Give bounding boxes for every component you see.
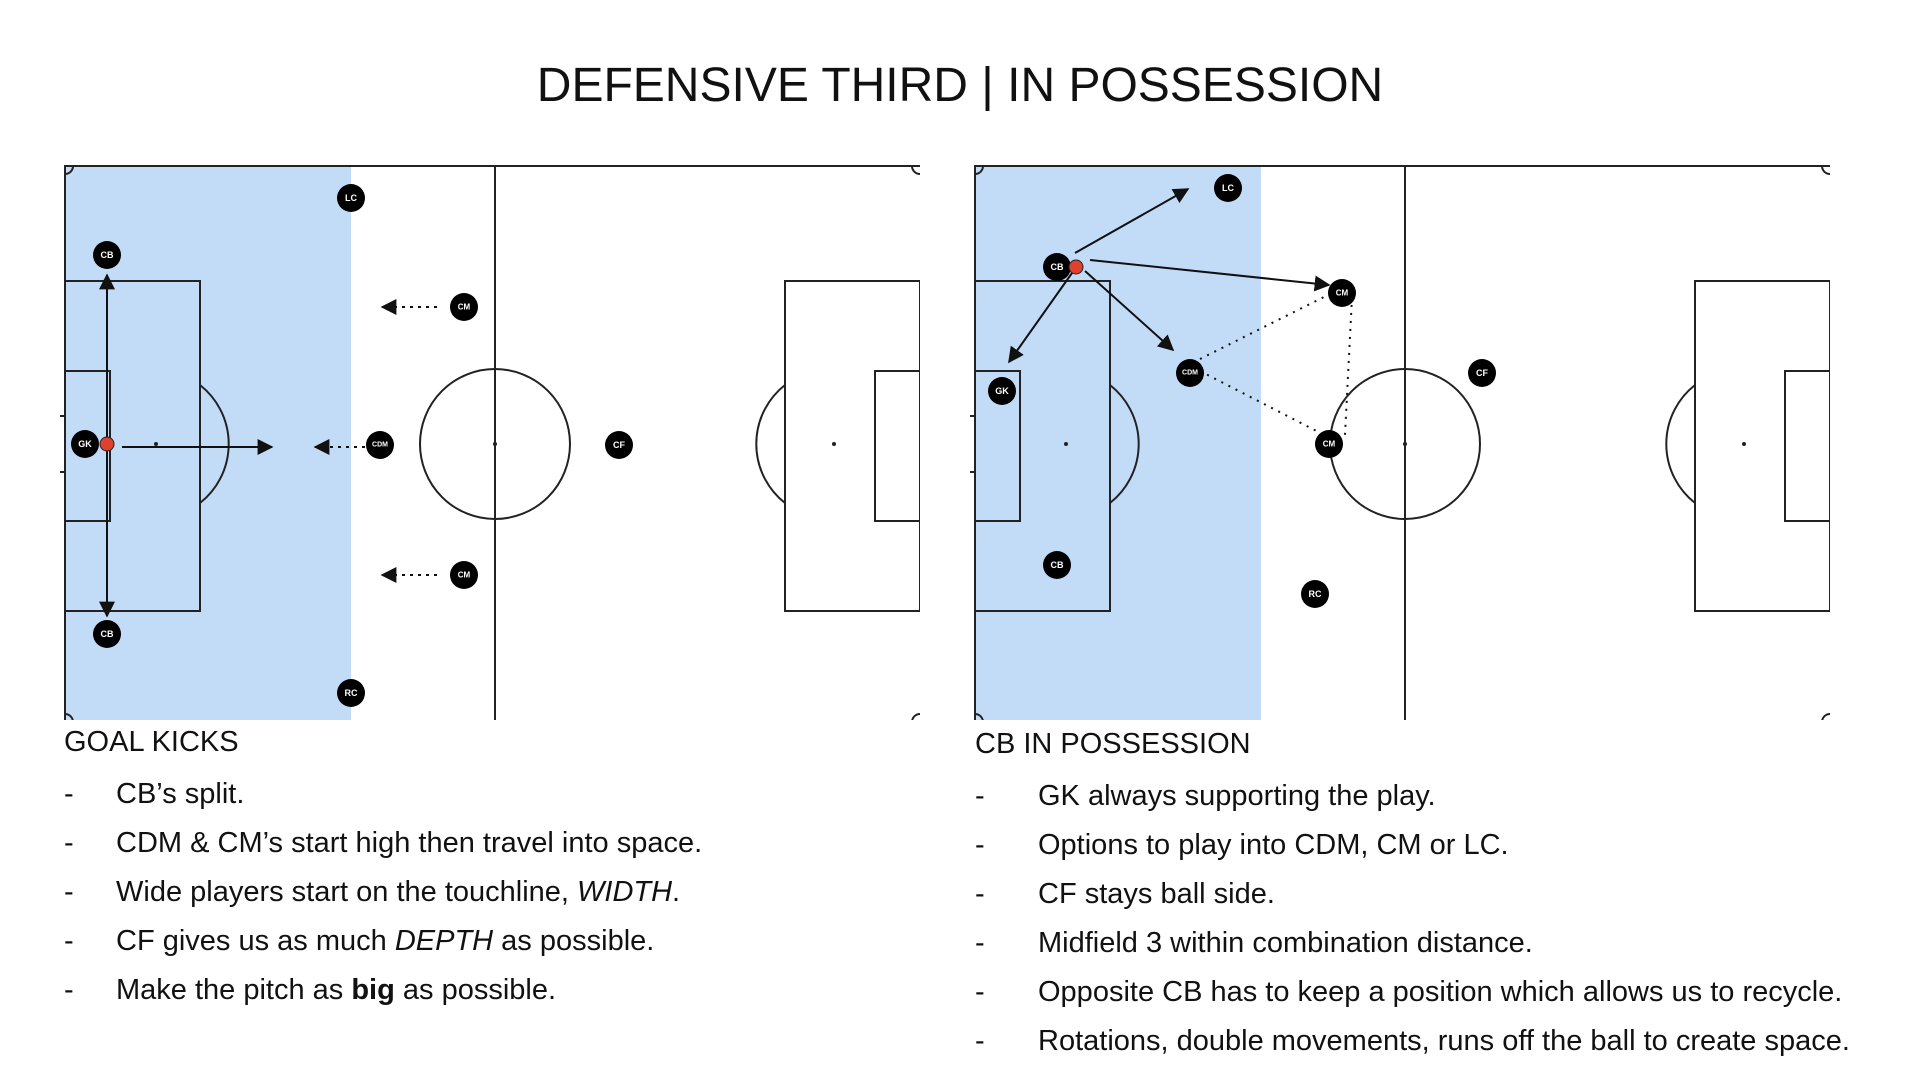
note-text: as possible.: [394, 974, 557, 1006]
player-cb-top: CB: [93, 241, 121, 269]
note-text: GK always supporting the play.: [1038, 780, 1436, 812]
player-cb-top: CB: [1043, 253, 1071, 281]
player-cb-bottom: CB: [93, 620, 121, 648]
cb-in-possession-notes: - GK always supporting the play. - Options …: [975, 772, 1850, 1066]
svg-text:CF: CF: [1476, 368, 1488, 378]
bullet-dash: -: [64, 876, 74, 908]
player-cm-top: CM: [1328, 279, 1356, 307]
note-item: - CB’s split.: [64, 770, 702, 819]
midfield-link-cdm-cm2: [1199, 370, 1333, 440]
player-rc: RC: [1301, 580, 1329, 608]
note-text: CB’s split.: [116, 778, 245, 810]
svg-text:GK: GK: [995, 386, 1009, 396]
svg-text:CM: CM: [458, 571, 471, 580]
pass-option-gk: [1008, 272, 1073, 364]
player-gk: GK: [71, 430, 99, 458]
note-item: - GK always supporting the play.: [975, 772, 1850, 821]
player-lc: LC: [337, 184, 365, 212]
player-cdm: CDM: [1176, 359, 1204, 387]
note-item: - CDM & CM’s start high then travel into …: [64, 819, 702, 868]
slide-title: DEFENSIVE THIRD | IN POSSESSION: [536, 59, 1384, 112]
player-cm-bottom: CM: [1315, 430, 1343, 458]
note-text: big: [351, 974, 395, 1006]
svg-text:CM: CM: [1323, 440, 1336, 449]
player-cf: CF: [1468, 359, 1496, 387]
bullet-dash: -: [975, 976, 985, 1008]
goal-kicks-heading: GOAL KICKS: [64, 726, 239, 758]
pass-option-cm: [1089, 259, 1331, 292]
note-item: - Options to play into CDM, CM or LC.: [975, 821, 1850, 870]
player-cf: CF: [605, 431, 633, 459]
bullet-dash: -: [64, 827, 74, 859]
svg-text:CF: CF: [613, 440, 625, 450]
goal-kicks-notes: - CB’s split. - CDM & CM’s start high then …: [64, 770, 702, 1015]
pitch-markings: [60, 165, 920, 720]
note-text: Make the pitch as: [116, 974, 352, 1006]
cb-in-possession-heading: CB IN POSSESSION: [975, 728, 1251, 760]
note-item: - Rotations, double movements, runs off t…: [975, 1017, 1850, 1066]
svg-text:CB: CB: [101, 629, 114, 639]
note-text: WIDTH: [577, 876, 673, 908]
svg-text:LC: LC: [345, 193, 357, 203]
player-cm-bottom: CM: [450, 561, 478, 589]
ball: [99, 436, 115, 452]
note-text: Options to play into CDM, CM or LC.: [1038, 829, 1509, 861]
note-item: - CF gives us as much DEPTH as possible.: [64, 917, 702, 966]
pass-option-lc: [1074, 188, 1190, 254]
note-text: Midfield 3 within combination distance.: [1038, 927, 1533, 959]
defensive-third-zone: [975, 166, 1261, 720]
bullet-dash: -: [64, 778, 74, 810]
player-lc: LC: [1214, 174, 1242, 202]
player-cdm: CDM: [366, 431, 394, 459]
note-text: DEPTH: [394, 925, 494, 957]
note-item: - Make the pitch as big as possible.: [64, 966, 702, 1015]
svg-text:CDM: CDM: [372, 442, 388, 449]
note-text: Opposite CB has to keep a position which…: [1038, 976, 1843, 1008]
player-cm-top: CM: [450, 293, 478, 321]
note-item: - Opposite CB has to keep a position whic…: [975, 968, 1850, 1017]
svg-text:CB: CB: [101, 250, 114, 260]
note-text: Rotations, double movements, runs off th…: [1038, 1025, 1850, 1057]
svg-text:CM: CM: [458, 303, 471, 312]
bullet-dash: -: [975, 878, 985, 910]
bullet-dash: -: [975, 780, 985, 812]
note-text: CF stays ball side.: [1038, 878, 1275, 910]
bullet-dash: -: [975, 927, 985, 959]
player-rc: RC: [337, 679, 365, 707]
svg-text:RC: RC: [1309, 589, 1322, 599]
bullet-dash: -: [64, 974, 74, 1006]
note-item: - Midfield 3 within combination distance.: [975, 919, 1850, 968]
note-text: Wide players start on the touchline,: [116, 876, 578, 908]
svg-text:CDM: CDM: [1182, 370, 1198, 377]
pass-option-cdm: [1084, 270, 1175, 352]
svg-text:LC: LC: [1222, 183, 1234, 193]
player-cb-bottom: CB: [1043, 551, 1071, 579]
note-text: CF gives us as much: [116, 925, 395, 957]
player-gk: GK: [988, 377, 1016, 405]
goal-kicks-pitch-diagram: LC CB CM GK CDM CF CM CB RC: [60, 165, 920, 720]
midfield-link-cm-cm: [1344, 296, 1353, 436]
svg-text:CM: CM: [1336, 289, 1349, 298]
svg-text:CB: CB: [1051, 560, 1064, 570]
bullet-dash: -: [975, 829, 985, 861]
ball: [1068, 259, 1084, 275]
bullet-dash: -: [975, 1025, 985, 1057]
svg-text:RC: RC: [345, 688, 358, 698]
svg-text:GK: GK: [78, 439, 92, 449]
note-item: - Wide players start on the touchline, WI…: [64, 868, 702, 917]
cb-in-possession-pitch-diagram: LC CB CM CDM CF GK CM CB RC: [970, 165, 1830, 720]
svg-text:CB: CB: [1051, 262, 1064, 272]
note-item: - CF stays ball side.: [975, 870, 1850, 919]
note-text: CDM & CM’s start high then travel into s…: [116, 827, 703, 859]
bullet-dash: -: [64, 925, 74, 957]
note-text: as possible.: [493, 925, 655, 957]
note-text: .: [672, 876, 681, 908]
